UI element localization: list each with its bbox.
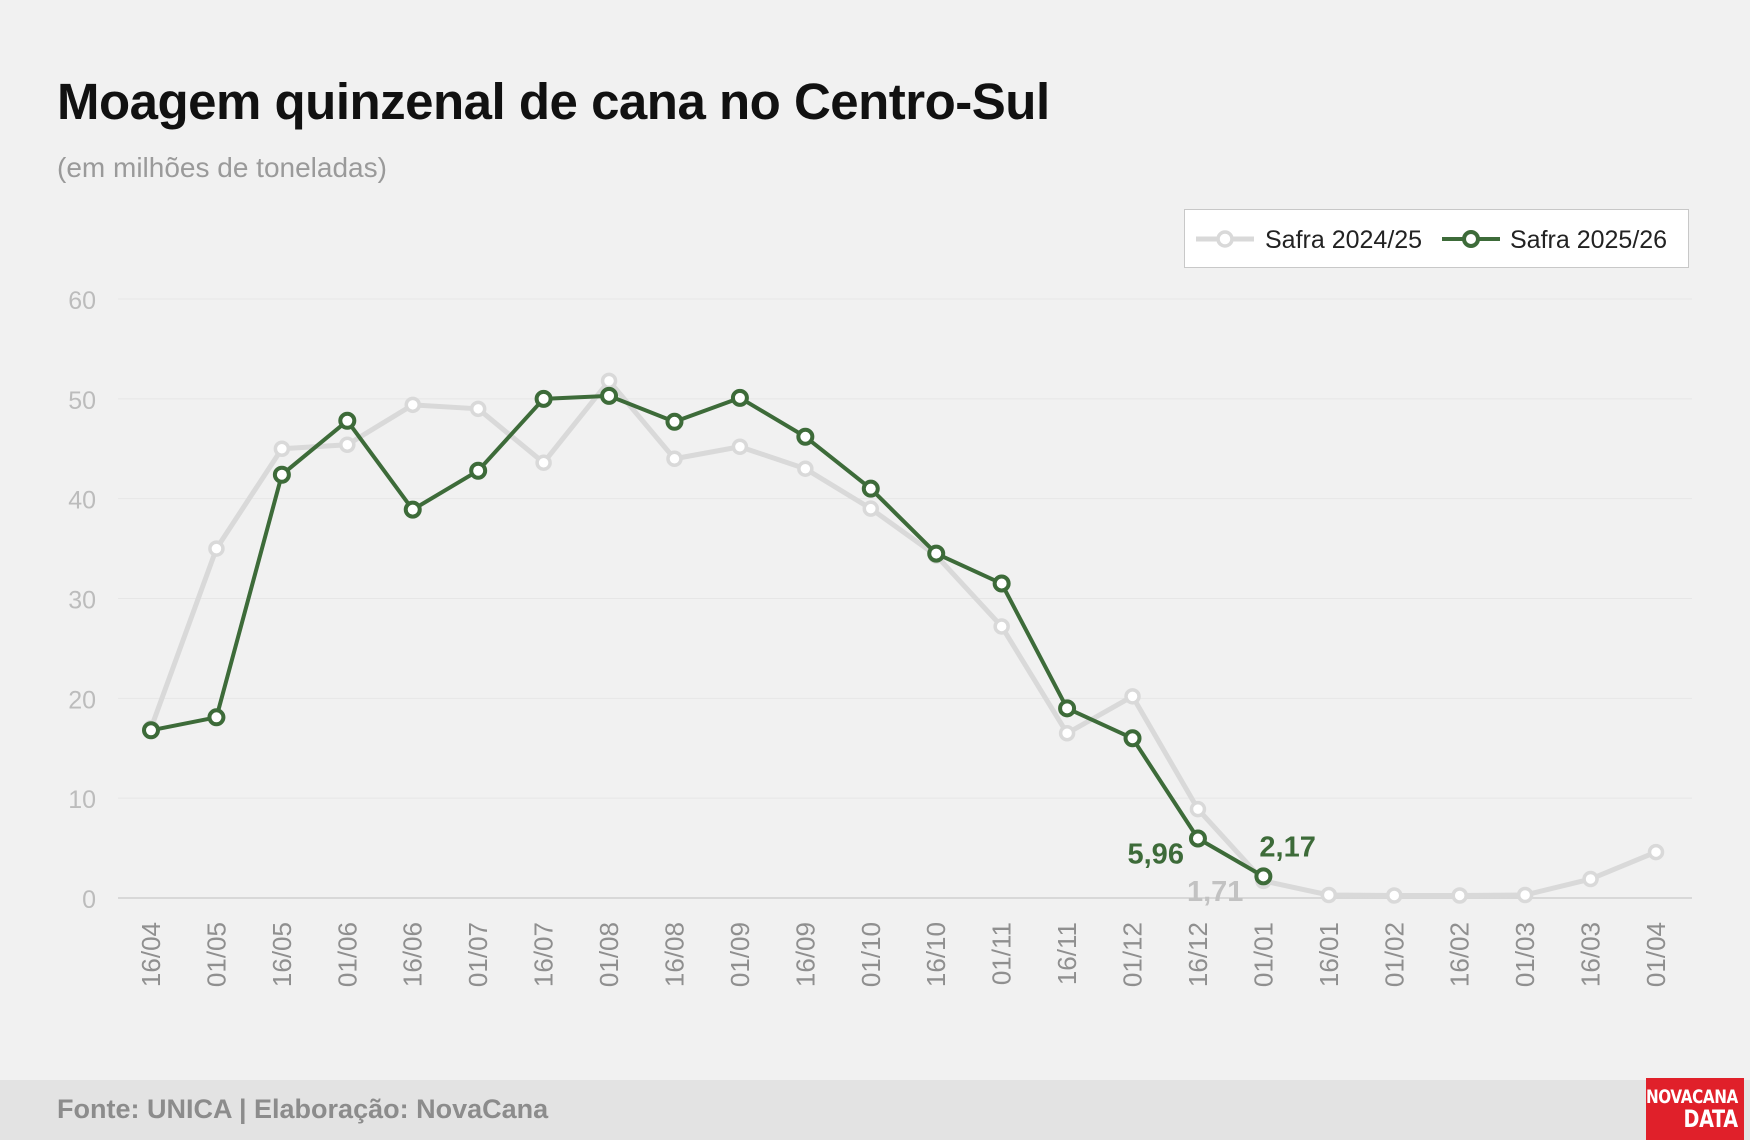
- novacana-data-logo: NOVACANA DATA: [1646, 1078, 1744, 1140]
- x-tick-label: 16/04: [136, 922, 166, 987]
- y-tick-label: 10: [68, 786, 96, 814]
- data-point-1: [1320, 886, 1338, 904]
- data-point-2: [272, 465, 291, 484]
- data-point-2: [534, 389, 553, 408]
- legend: [1184, 209, 1689, 268]
- x-tick-label: 01/03: [1510, 922, 1540, 987]
- data-point-2: [665, 412, 684, 431]
- x-tick-label: 16/05: [267, 922, 297, 987]
- x-tick-label: 16/11: [1052, 922, 1082, 985]
- line-chart: 0 10 20 30 40 50 60 16/04 01/05 16/05 01/06 16/06 01…: [68, 226, 1692, 987]
- data-point-1: [535, 454, 552, 471]
- data-point-1: [1189, 800, 1207, 818]
- data-point-1: [1582, 870, 1599, 888]
- data-point-1: [339, 436, 356, 454]
- legend-label-1: Safra 2024/25: [1265, 226, 1422, 254]
- data-point-1: [731, 438, 749, 456]
- logo-line2: DATA: [1683, 1104, 1739, 1133]
- y-tick-label: 40: [68, 487, 96, 515]
- data-point-2: [927, 544, 946, 563]
- data-point-1: [862, 500, 880, 517]
- data-point-2: [796, 427, 815, 446]
- data-point-2: [1254, 867, 1273, 886]
- x-tick-label: 01/12: [1118, 922, 1148, 987]
- data-point-2: [600, 386, 619, 405]
- chart-subtitle: (em milhões de toneladas): [57, 152, 387, 183]
- x-tick-label: 01/07: [463, 922, 493, 987]
- x-tick-label: 01/08: [594, 922, 624, 987]
- data-point-1: [666, 450, 683, 467]
- x-tick-label: 16/01: [1314, 922, 1344, 987]
- x-tick-label: 16/10: [921, 922, 951, 987]
- data-point-1: [1451, 887, 1468, 904]
- data-label: 2,17: [1259, 831, 1315, 863]
- y-tick-label: 30: [68, 587, 96, 615]
- legend-label-2: Safra 2025/26: [1510, 226, 1667, 254]
- source-note: Fonte: UNICA | Elaboração: NovaCana: [57, 1094, 549, 1124]
- data-point-1: [993, 618, 1010, 635]
- y-tick-label: 60: [68, 287, 96, 315]
- data-point-2: [469, 461, 488, 480]
- x-tick-label: 01/11: [987, 922, 1017, 985]
- data-point-1: [600, 372, 618, 390]
- data-label: 5,96: [1128, 838, 1184, 870]
- y-tick-label: 0: [82, 886, 96, 914]
- data-point-2: [338, 411, 357, 430]
- x-tick-label: 01/04: [1641, 922, 1671, 987]
- data-point-2: [992, 574, 1011, 593]
- legend-marker-1: [1216, 230, 1234, 248]
- data-point-1: [1058, 725, 1076, 742]
- legend-marker-2: [1462, 230, 1480, 248]
- data-point-1: [469, 400, 487, 418]
- footer: Fonte: UNICA | Elaboração: NovaCana: [0, 1080, 1750, 1140]
- data-point-1: [1124, 688, 1141, 705]
- series-line-2: [150, 393, 1265, 879]
- data-point-2: [1188, 829, 1207, 848]
- x-tick-label: 01/09: [725, 922, 755, 987]
- x-tick-label: 16/02: [1445, 922, 1475, 987]
- x-tick-label: 01/06: [332, 922, 362, 987]
- data-point-2: [403, 500, 422, 519]
- data-point-2: [1058, 699, 1077, 718]
- data-point-1: [1386, 887, 1403, 904]
- x-tick-label: 16/08: [659, 922, 689, 987]
- x-tick-label: 16/03: [1576, 922, 1606, 987]
- data-point-2: [861, 479, 880, 498]
- data-label: 1,71: [1187, 876, 1243, 908]
- data-point-1: [1647, 843, 1665, 861]
- series-line-1: [148, 378, 1657, 899]
- x-tick-label: 16/09: [790, 922, 820, 987]
- data-point-1: [797, 460, 814, 477]
- chart-title: Moagem quinzenal de cana no Centro-Sul: [57, 73, 1050, 130]
- data-point-1: [273, 440, 291, 457]
- y-tick-label: 50: [68, 387, 96, 415]
- data-point-2: [142, 721, 160, 740]
- x-tick-label: 16/07: [529, 922, 559, 987]
- data-point-2: [1123, 729, 1142, 748]
- x-tick-label: 16/06: [398, 922, 428, 987]
- data-point-2: [207, 708, 226, 727]
- x-tick-label: 01/02: [1379, 922, 1409, 987]
- x-tick-label: 01/10: [856, 922, 886, 987]
- data-point-2: [730, 388, 749, 407]
- data-point-1: [404, 396, 421, 414]
- x-tick-label: 01/05: [201, 922, 231, 987]
- data-point-1: [1516, 886, 1534, 904]
- x-tick-label: 16/12: [1183, 922, 1213, 987]
- x-tick-label: 01/01: [1248, 922, 1278, 987]
- y-tick-label: 20: [68, 686, 96, 714]
- data-point-1: [208, 540, 225, 557]
- logo-line1: NOVACANA: [1646, 1085, 1738, 1108]
